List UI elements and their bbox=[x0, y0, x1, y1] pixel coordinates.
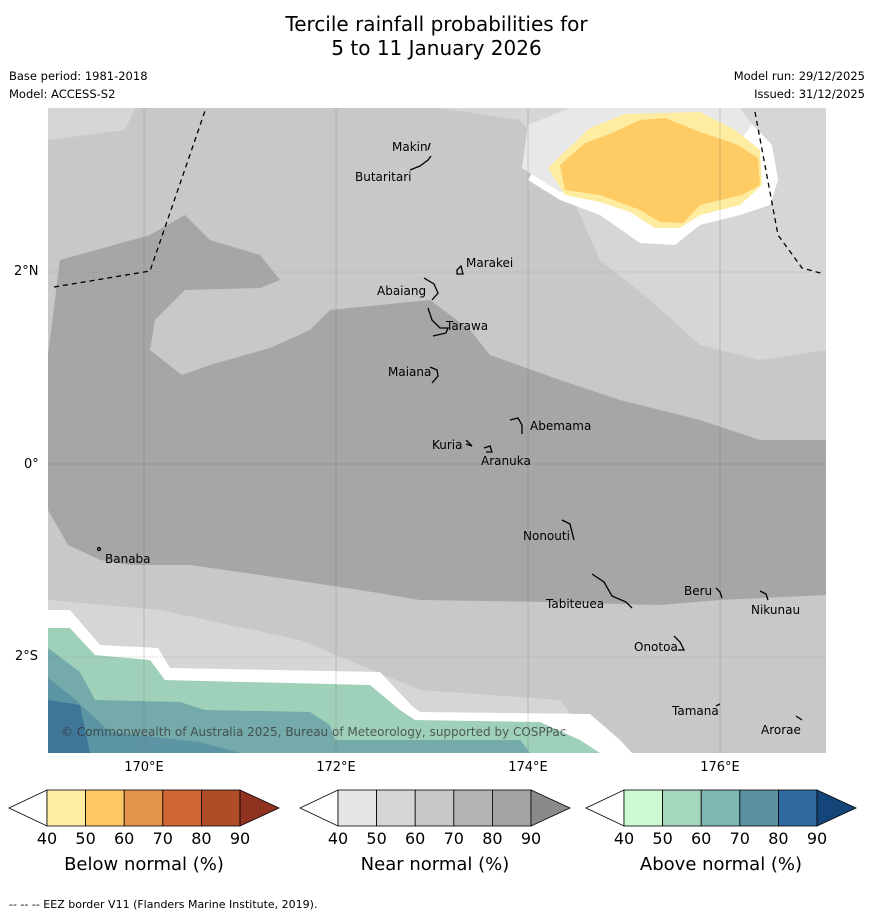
copyright-notice: © Commonwealth of Australia 2025, Bureau… bbox=[61, 725, 566, 739]
model-run: Model run: 29/12/2025 bbox=[733, 69, 865, 83]
near-tick-90: 90 bbox=[520, 829, 542, 848]
above-tick-60: 60 bbox=[691, 829, 712, 848]
lat-label-2s: 2°S bbox=[15, 649, 39, 664]
near-80-90-cell bbox=[491, 789, 532, 827]
label-marakei: Marakei bbox=[466, 256, 513, 270]
probability-fields: Makin Butaritari Marakei Abaiang Tarawa … bbox=[48, 108, 826, 753]
lon-label-174e: 174°E bbox=[508, 760, 548, 775]
below-70-80-cell bbox=[162, 789, 202, 827]
label-abaiang: Abaiang bbox=[377, 284, 426, 298]
below-tick-90: 90 bbox=[229, 829, 251, 848]
below-tick-60: 60 bbox=[114, 829, 135, 848]
meta-left: Base period: 1981-2018 Model: ACCESS-S2 bbox=[9, 67, 148, 103]
gridlines bbox=[48, 108, 826, 753]
label-aranuka: Aranuka bbox=[481, 454, 531, 468]
label-tamana: Tamana bbox=[671, 704, 719, 718]
lat-label-2n: 2°N bbox=[14, 264, 39, 279]
above-tick-50: 50 bbox=[652, 829, 673, 848]
below-arrow-high bbox=[239, 789, 280, 827]
label-banaba: Banaba bbox=[105, 552, 151, 566]
near-arrow-low bbox=[299, 789, 339, 827]
above-normal-70-field bbox=[48, 678, 240, 753]
above-50-60-cell bbox=[662, 789, 702, 827]
label-kuria: Kuria bbox=[432, 438, 463, 452]
near-tick-80: 80 bbox=[482, 829, 503, 848]
near-tick-70: 70 bbox=[443, 829, 464, 848]
label-onotoa: Onotoa bbox=[634, 640, 678, 654]
near-50-60-cell bbox=[376, 789, 416, 827]
title-line-1: Tercile rainfall probabilities for bbox=[285, 12, 588, 36]
label-arorae: Arorae bbox=[761, 723, 801, 737]
below-arrow-low bbox=[8, 789, 48, 827]
above-normal-60-field bbox=[48, 648, 530, 753]
label-tarawa: Tarawa bbox=[445, 319, 488, 333]
model-name: Model: ACCESS-S2 bbox=[9, 87, 116, 101]
eez-border bbox=[53, 108, 825, 288]
below-tick-70: 70 bbox=[152, 829, 173, 848]
below-60-70-cell bbox=[123, 789, 164, 827]
base-period: Base period: 1981-2018 bbox=[9, 69, 148, 83]
below-50-60-cell bbox=[85, 789, 125, 827]
below-tick-80: 80 bbox=[191, 829, 212, 848]
near-60-70-cell bbox=[414, 789, 455, 827]
below-normal-label: Below normal (%) bbox=[64, 854, 224, 875]
label-butaritari: Butaritari bbox=[355, 170, 412, 184]
title-line-2: 5 to 11 January 2026 bbox=[331, 36, 542, 60]
near-tick-60: 60 bbox=[405, 829, 426, 848]
near-40-50-cell bbox=[337, 789, 377, 827]
place-labels: Makin Butaritari Marakei Abaiang Tarawa … bbox=[105, 140, 801, 737]
near-tick-40: 40 bbox=[327, 829, 349, 848]
near-normal-label: Near normal (%) bbox=[360, 854, 510, 875]
below-tick-50: 50 bbox=[75, 829, 96, 848]
near-normal-70-field bbox=[48, 215, 826, 605]
below-80-90-cell bbox=[200, 789, 241, 827]
above-arrow-high bbox=[816, 789, 857, 827]
above-tick-40: 40 bbox=[613, 829, 635, 848]
eez-footnote: -- -- -- EEZ border V11 (Flanders Marine… bbox=[9, 898, 318, 911]
label-abemama: Abemama bbox=[530, 419, 591, 433]
label-nonouti: Nonouti bbox=[523, 529, 570, 543]
colorbar-near bbox=[299, 789, 571, 827]
above-tick-90: 90 bbox=[806, 829, 828, 848]
lon-label-172e: 172°E bbox=[316, 760, 356, 775]
colorbar-below bbox=[8, 789, 280, 827]
white-band-south bbox=[48, 610, 632, 753]
above-tick-70: 70 bbox=[729, 829, 750, 848]
above-arrow-low bbox=[585, 789, 625, 827]
above-40-50-cell bbox=[623, 789, 663, 827]
below-normal-50-field bbox=[560, 118, 760, 223]
above-tick-80: 80 bbox=[768, 829, 789, 848]
label-beru: Beru bbox=[684, 584, 712, 598]
above-70-80-cell bbox=[739, 789, 779, 827]
above-normal-label: Above normal (%) bbox=[639, 854, 803, 875]
near-70-80-cell bbox=[453, 789, 493, 827]
above-80-90-cell bbox=[778, 789, 818, 827]
lat-label-0: 0° bbox=[24, 457, 39, 472]
lon-label-176e: 176°E bbox=[700, 760, 740, 775]
below-tick-40: 40 bbox=[36, 829, 58, 848]
near-arrow-high bbox=[530, 789, 571, 827]
issued-date: Issued: 31/12/2025 bbox=[754, 87, 865, 101]
label-makin: Makin bbox=[392, 140, 428, 154]
lon-label-170e: 170°E bbox=[124, 760, 164, 775]
label-maiana: Maiana bbox=[388, 365, 431, 379]
colorbar-above bbox=[585, 789, 857, 827]
below-40-50-cell bbox=[46, 789, 86, 827]
meta-right: Model run: 29/12/2025 Issued: 31/12/2025 bbox=[734, 67, 865, 103]
above-60-70-cell bbox=[700, 789, 741, 827]
above-normal-80-field bbox=[48, 700, 90, 753]
label-tabiteuea: Tabiteuea bbox=[545, 597, 604, 611]
label-nikunau: Nikunau bbox=[751, 603, 800, 617]
map-title: Tercile rainfall probabilities for 5 to … bbox=[0, 12, 873, 60]
islands bbox=[96, 142, 803, 721]
near-tick-50: 50 bbox=[366, 829, 387, 848]
